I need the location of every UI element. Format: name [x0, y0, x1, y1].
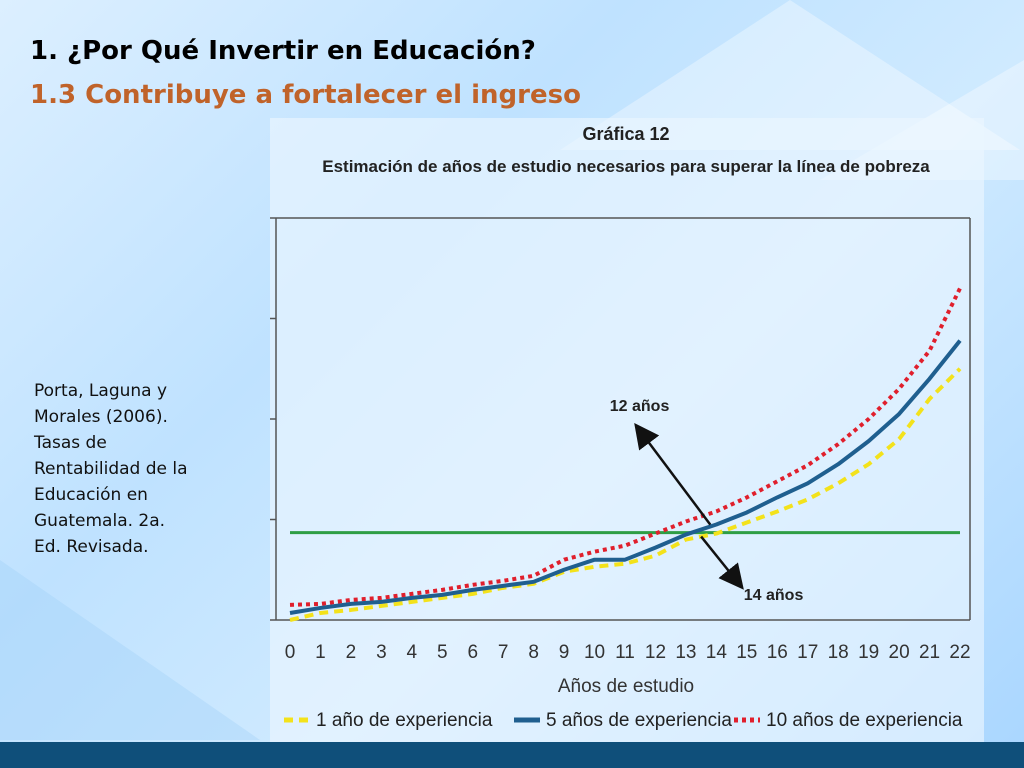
x-tick-label: 2 [346, 642, 357, 663]
legend-label-2: 5 años de experiencia [546, 710, 732, 731]
legend-label-3: 10 años de experiencia [766, 710, 963, 731]
annotation-arrow-12 [634, 422, 712, 526]
annotation-label-12: 12 años [610, 398, 670, 415]
x-tick-label: 5 [437, 642, 448, 663]
citation-line: Ed. Revisada. [34, 537, 149, 557]
x-tick-label: 9 [559, 642, 570, 663]
x-tick-label: 8 [528, 642, 539, 663]
series-line-3 [289, 287, 962, 607]
citation-line: Rentabilidad de la [34, 459, 188, 479]
source-citation: Porta, Laguna y Morales (2006). Tasas de… [34, 378, 234, 560]
x-tick-label: 12 [645, 642, 666, 663]
x-tick-label: 19 [858, 642, 879, 663]
annotation-label-14: 14 años [744, 587, 804, 604]
x-tick-label: 6 [467, 642, 478, 663]
citation-line: Porta, Laguna y [34, 381, 168, 401]
x-tick-label: 10 [584, 642, 605, 663]
x-axis-label: Años de estudio [558, 676, 694, 697]
footer-bar [0, 742, 1024, 768]
citation-line: Guatemala. 2a. [34, 511, 166, 531]
x-tick-label: 11 [615, 642, 635, 663]
citation-line: Morales (2006). [34, 407, 168, 427]
x-tick-label: 13 [675, 642, 696, 663]
legend-label-1: 1 año de experiencia [316, 710, 493, 731]
x-tick-label: 4 [407, 642, 418, 663]
x-tick-label: 22 [949, 642, 970, 663]
chart-title: Gráfica 12 [582, 124, 669, 144]
x-tick-label: 16 [767, 642, 788, 663]
series-line-2 [289, 339, 962, 615]
chart-panel: Gráfica 12 Estimación de años de estudio … [270, 118, 984, 743]
x-tick-label: 20 [889, 642, 910, 663]
citation-line: Tasas de [34, 433, 107, 453]
x-tick-label: 7 [498, 642, 509, 663]
background-facet-2 [0, 560, 260, 740]
x-tick-label: 1 [315, 642, 326, 663]
citation-line: Educación en [34, 485, 148, 505]
x-tick-label: 15 [736, 642, 757, 663]
x-tick-label: 0 [285, 642, 296, 663]
poverty-line-chart: Gráfica 12 Estimación de años de estudio … [270, 124, 971, 731]
x-tick-label: 17 [797, 642, 818, 663]
annotation-arrow-14 [700, 535, 744, 590]
series-line-1 [289, 367, 962, 622]
x-tick-label: 3 [376, 642, 387, 663]
x-tick-label: 14 [706, 642, 728, 663]
x-tick-label: 18 [828, 642, 849, 663]
slide-subtitle: 1.3 Contribuye a fortalecer el ingreso [30, 80, 581, 110]
x-tick-label: 21 [919, 642, 940, 663]
chart-subtitle: Estimación de años de estudio necesarios… [322, 157, 930, 176]
slide-title: 1. ¿Por Qué Invertir en Educación? [30, 36, 536, 66]
